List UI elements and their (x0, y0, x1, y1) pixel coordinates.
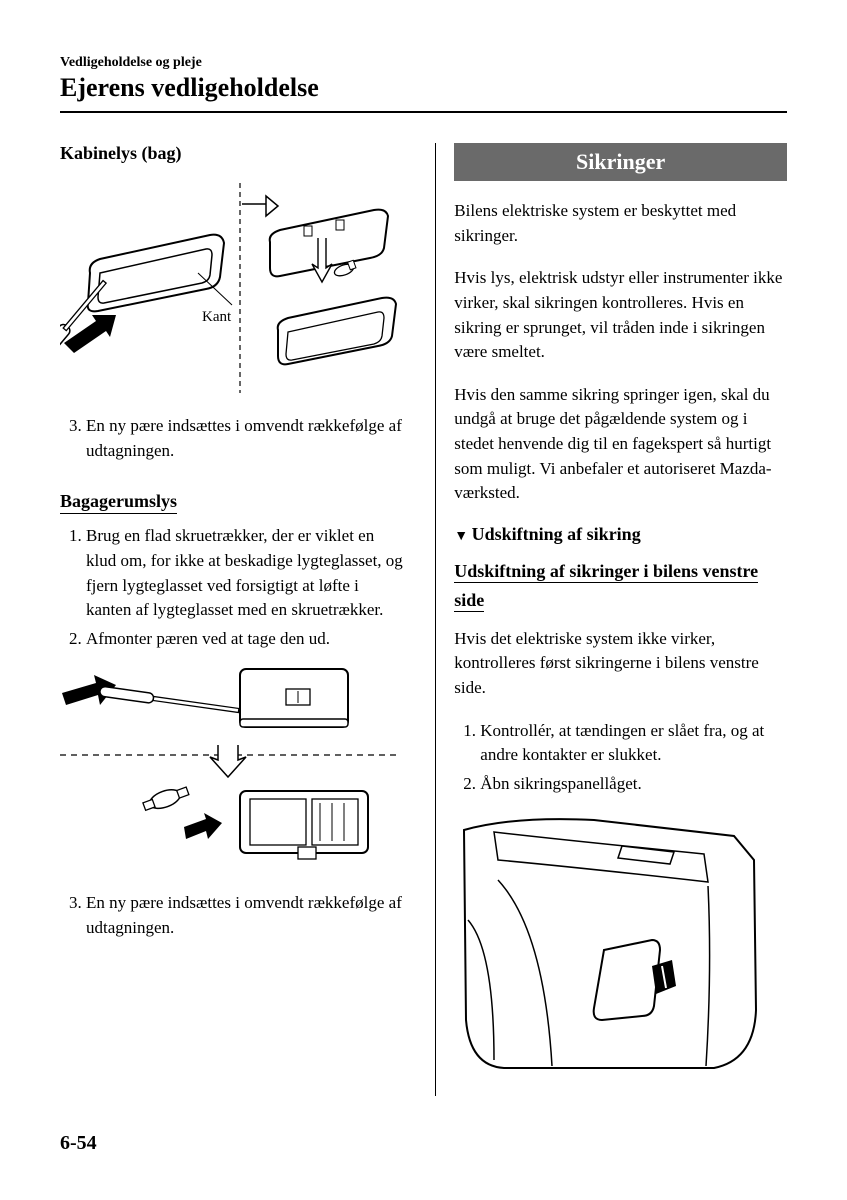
figure-fuse-panel (454, 810, 787, 1080)
kabinelys-steps: En ny pære indsættes i omvendt rækkefølg… (60, 414, 405, 463)
sikringer-p1: Bilens elektriske system er beskyttet me… (454, 199, 787, 248)
bagagerum-steps-a: Brug en flad skruetrækker, der er viklet… (60, 524, 405, 651)
bagagerum-step-1: Brug en flad skruetrækker, der er viklet… (86, 524, 405, 623)
header-rule (60, 111, 787, 113)
sikringer-p3: Hvis den samme sikring springer igen, sk… (454, 383, 787, 506)
udskiftning-heading: Udskiftning af sikring (454, 524, 787, 545)
bagagerum-steps-b: En ny pære indsættes i omvendt rækkefølg… (60, 891, 405, 940)
header-section: Ejerens vedligeholdelse (60, 73, 787, 103)
kant-label: Kant (202, 309, 232, 325)
kabinelys-step-3: En ny pære indsættes i omvendt rækkefølg… (86, 414, 405, 463)
udskiftning-sub: Udskiftning af sikringer i bilens venstr… (454, 561, 758, 612)
triangle-icon (454, 524, 471, 544)
right-column: Sikringer Bilens elektriske system er be… (435, 143, 787, 1096)
sikringer-p2: Hvis lys, elektrisk udstyr eller instrum… (454, 266, 787, 365)
content-columns: Kabinelys (bag) (60, 143, 787, 1096)
sikringer-banner: Sikringer (454, 143, 787, 181)
bagagerum-step-3: En ny pære indsættes i omvendt rækkefølg… (86, 891, 405, 940)
bagagerum-step-2: Afmonter pæren ved at tage den ud. (86, 627, 405, 652)
sikringer-steps: Kontrollér, at tændingen er slået fra, o… (454, 719, 787, 797)
page-number: 6-54 (60, 1132, 97, 1155)
page-header: Vedligeholdelse og pleje Ejerens vedlige… (60, 55, 787, 113)
left-column: Kabinelys (bag) (60, 143, 411, 1096)
kabinelys-heading: Kabinelys (bag) (60, 143, 405, 164)
figure-cabin-light: Kant (60, 178, 405, 398)
bagagerum-heading: Bagagerumslys (60, 491, 177, 514)
sikringer-p4: Hvis det elektriske system ikke virker, … (454, 627, 787, 701)
sikringer-step-2: Åbn sikringspanellåget. (480, 772, 787, 797)
sikringer-step-1: Kontrollér, at tændingen er slået fra, o… (480, 719, 787, 768)
figure-trunk-light (60, 665, 405, 875)
header-chapter: Vedligeholdelse og pleje (60, 55, 787, 71)
